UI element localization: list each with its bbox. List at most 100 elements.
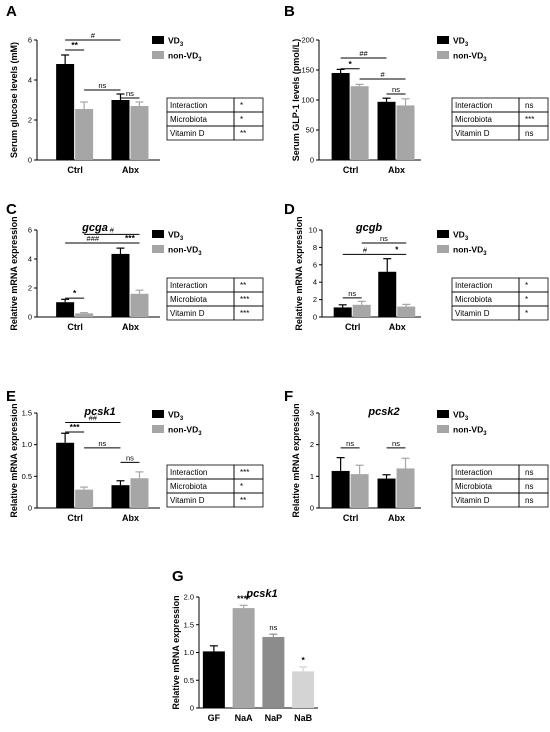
legend-label: VD3	[168, 36, 184, 49]
stats-cell	[518, 464, 549, 480]
x-category-label: Ctrl	[345, 322, 361, 332]
y-tick-label: 2	[28, 284, 32, 293]
stats-term: Microbiota	[455, 482, 492, 491]
bar-vd3-ctrl	[56, 302, 75, 317]
stats-value: ns	[525, 129, 533, 138]
legend-swatch	[152, 410, 164, 418]
stats-cell	[233, 125, 264, 141]
bar-nab	[292, 671, 315, 708]
bar-nap	[262, 636, 285, 708]
bar-non-vd3-ctrl	[75, 489, 94, 508]
significance-label: ns	[346, 439, 354, 448]
stats-term: Vitamin D	[455, 309, 490, 318]
stats-term: Microbiota	[170, 115, 207, 124]
stats-cell	[518, 97, 549, 113]
y-tick-label: 2	[313, 295, 317, 304]
chart-title: pcsk2	[367, 406, 399, 418]
stats-value: ***	[525, 115, 534, 124]
significance-label: ns	[392, 85, 400, 94]
stats-cell	[233, 111, 264, 127]
significance-label: *	[395, 244, 399, 254]
bar-non-vd3-ctrl	[75, 313, 94, 317]
stats-term: Interaction	[455, 468, 492, 477]
significance-label: ###	[87, 234, 100, 243]
x-category-label: Abx	[388, 513, 405, 523]
legend-label: VD3	[453, 410, 469, 423]
y-tick-label: 0	[310, 504, 314, 513]
chart-panel-a: A Serum glucose levels (mM) 0 2 4 6 Ctrl Abx VD3…	[6, 3, 264, 175]
y-tick-label: 3	[310, 409, 314, 418]
legend-swatch	[437, 410, 449, 418]
stats-cell	[233, 97, 264, 113]
y-tick-label: 6	[313, 260, 317, 269]
bar-vd3-abx	[111, 253, 130, 317]
stats-value: ns	[525, 101, 533, 110]
significance-label: ***	[125, 233, 136, 243]
legend-label: non-VD3	[453, 51, 487, 64]
x-category-label: GF	[208, 713, 221, 723]
stats-value: *	[240, 482, 243, 491]
y-tick-label: 100	[301, 96, 314, 105]
significance-label: ns	[380, 234, 388, 243]
stats-term: Vitamin D	[455, 496, 490, 505]
y-tick-label: 0	[28, 156, 32, 165]
stats-term: Interaction	[455, 101, 492, 110]
stats-cell	[233, 305, 264, 321]
y-tick-label: 1.5	[184, 620, 194, 629]
stats-cell	[518, 291, 549, 307]
bar-vd3-ctrl	[56, 442, 75, 508]
bar-gf	[202, 651, 225, 708]
chart-title: pcsk1	[83, 406, 115, 418]
y-tick-label: 4	[28, 255, 32, 264]
panel-label: A	[6, 3, 17, 20]
chart-title: pcsk1	[245, 588, 277, 600]
significance-label: ****	[237, 593, 251, 603]
legend-label: VD3	[168, 230, 184, 243]
stats-term: Microbiota	[170, 482, 207, 491]
y-tick-label: 2.0	[184, 593, 194, 602]
stats-term: Interaction	[455, 281, 492, 290]
chart-title: gcgb	[355, 222, 383, 234]
bar-naa	[232, 608, 255, 708]
stats-value: **	[240, 129, 246, 138]
stats-value: ***	[240, 295, 249, 304]
bar-non-vd3-abx	[130, 293, 149, 317]
legend-label: non-VD3	[453, 245, 487, 258]
bar-non-vd3-abx	[130, 478, 149, 508]
stats-value: **	[240, 281, 246, 290]
stats-value: *	[525, 281, 528, 290]
bar-vd3-abx	[111, 100, 130, 160]
stats-value: *	[240, 115, 243, 124]
stats-cell	[233, 492, 264, 508]
stats-cell	[518, 125, 549, 141]
y-tick-label: 2	[28, 116, 32, 125]
stats-cell	[233, 478, 264, 494]
bar-vd3-ctrl	[333, 307, 352, 317]
stats-term: Microbiota	[455, 115, 492, 124]
y-tick-label: 1	[310, 472, 314, 481]
significance-label: ns	[348, 289, 356, 298]
significance-label: #	[363, 245, 368, 254]
y-tick-label: 0	[310, 156, 314, 165]
bar-non-vd3-ctrl	[350, 86, 369, 160]
stats-term: Vitamin D	[170, 496, 205, 505]
legend-swatch	[152, 230, 164, 238]
stats-value: ns	[525, 496, 533, 505]
significance-label: ***	[70, 422, 81, 432]
stats-value: ns	[525, 468, 533, 477]
significance-label: *	[301, 655, 305, 665]
x-category-label: NaA	[235, 713, 254, 723]
bar-non-vd3-ctrl	[75, 109, 94, 160]
y-axis-label: Serum GLP-1 levels (pmol/L)	[291, 39, 301, 162]
significance-label: #	[380, 70, 385, 79]
x-category-label: Ctrl	[67, 322, 83, 332]
stats-value: ***	[240, 309, 249, 318]
y-axis-label: Relative mRNA expression	[291, 403, 301, 517]
legend-label: VD3	[453, 230, 469, 243]
y-axis-label: Relative mRNA expression	[171, 595, 181, 709]
bar-non-vd3-ctrl	[350, 474, 369, 508]
significance-label: ns	[98, 81, 106, 90]
